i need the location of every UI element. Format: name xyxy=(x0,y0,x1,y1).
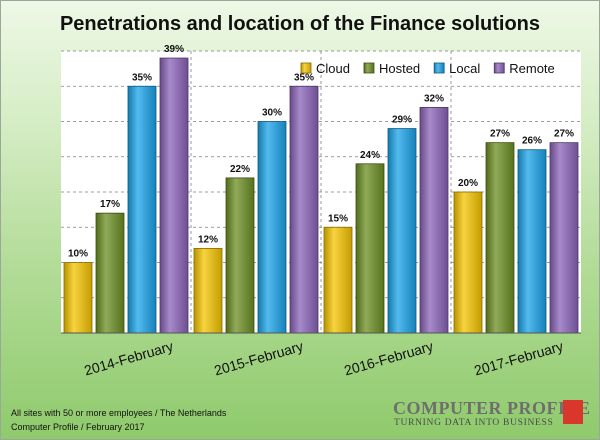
bar-hosted-1 xyxy=(225,177,255,334)
bar-hosted-2 xyxy=(355,163,385,334)
bar-local-3 xyxy=(517,149,547,334)
bar-local-0 xyxy=(127,85,157,334)
data-label: 20% xyxy=(458,178,478,189)
bar-cloud-2 xyxy=(323,226,353,334)
data-label: 15% xyxy=(328,213,348,224)
bar-remote-0 xyxy=(159,57,189,334)
bar-hosted-0 xyxy=(95,212,125,334)
data-label: 29% xyxy=(392,115,412,126)
legend-swatch-cloud xyxy=(300,62,312,74)
bar-cloud-3 xyxy=(453,191,483,334)
legend-swatch-hosted xyxy=(363,62,375,74)
legend-label-cloud: Cloud xyxy=(316,61,350,76)
logo-square xyxy=(563,400,583,424)
logo-tagline: TURNING DATA INTO BUSINESS xyxy=(394,418,554,428)
footnote-source: Computer Profile / February 2017 xyxy=(11,422,145,432)
bar-cloud-1 xyxy=(193,247,223,334)
x-tick-label: 2014-February xyxy=(82,338,175,379)
bar-hosted-3 xyxy=(485,142,515,334)
x-tick-label: 2016-February xyxy=(342,338,435,379)
bar-local-1 xyxy=(257,121,287,334)
chart-title: Penetrations and location of the Finance… xyxy=(59,13,541,35)
data-label: 24% xyxy=(360,150,380,161)
data-label: 27% xyxy=(490,129,510,140)
data-labels: 10% 17% 35% 39% 12% 22% 30% 35% 15% 24% 29% 32% 20% 2… xyxy=(68,44,574,259)
legend-swatch-local xyxy=(433,62,445,74)
bar-remote-2 xyxy=(419,107,449,334)
data-label: 22% xyxy=(230,164,250,175)
data-label: 35% xyxy=(294,72,314,83)
legend-label-local: Local xyxy=(449,61,480,76)
legend-label-remote: Remote xyxy=(509,61,555,76)
data-label: 12% xyxy=(198,234,218,245)
bar-cloud-0 xyxy=(63,262,93,334)
footnote-sample: All sites with 50 or more employees / Th… xyxy=(11,408,227,418)
data-label: 10% xyxy=(68,249,88,260)
logo-name: COMPUTER PROFILE xyxy=(393,398,591,418)
legend: Cloud Hosted Local Remote xyxy=(300,61,555,76)
x-tick-label: 2015-February xyxy=(212,338,305,379)
bar-remote-3 xyxy=(549,142,579,334)
data-label: 35% xyxy=(132,72,152,83)
bars xyxy=(63,57,579,334)
x-axis: 2014-February 2015-February 2016-February 2… xyxy=(61,332,581,379)
x-tick-label: 2017-February xyxy=(472,338,565,379)
data-label: 39% xyxy=(164,44,184,55)
bar-remote-1 xyxy=(289,85,319,334)
legend-label-hosted: Hosted xyxy=(379,61,420,76)
company-logo: COMPUTER PROFILE TURNING DATA INTO BUSIN… xyxy=(385,397,590,431)
data-label: 17% xyxy=(100,199,120,210)
bar-local-2 xyxy=(387,128,417,334)
data-label: 26% xyxy=(522,136,542,147)
data-label: 32% xyxy=(424,93,444,104)
legend-swatch-remote xyxy=(493,62,505,74)
data-label: 30% xyxy=(262,108,282,119)
data-label: 27% xyxy=(554,129,574,140)
